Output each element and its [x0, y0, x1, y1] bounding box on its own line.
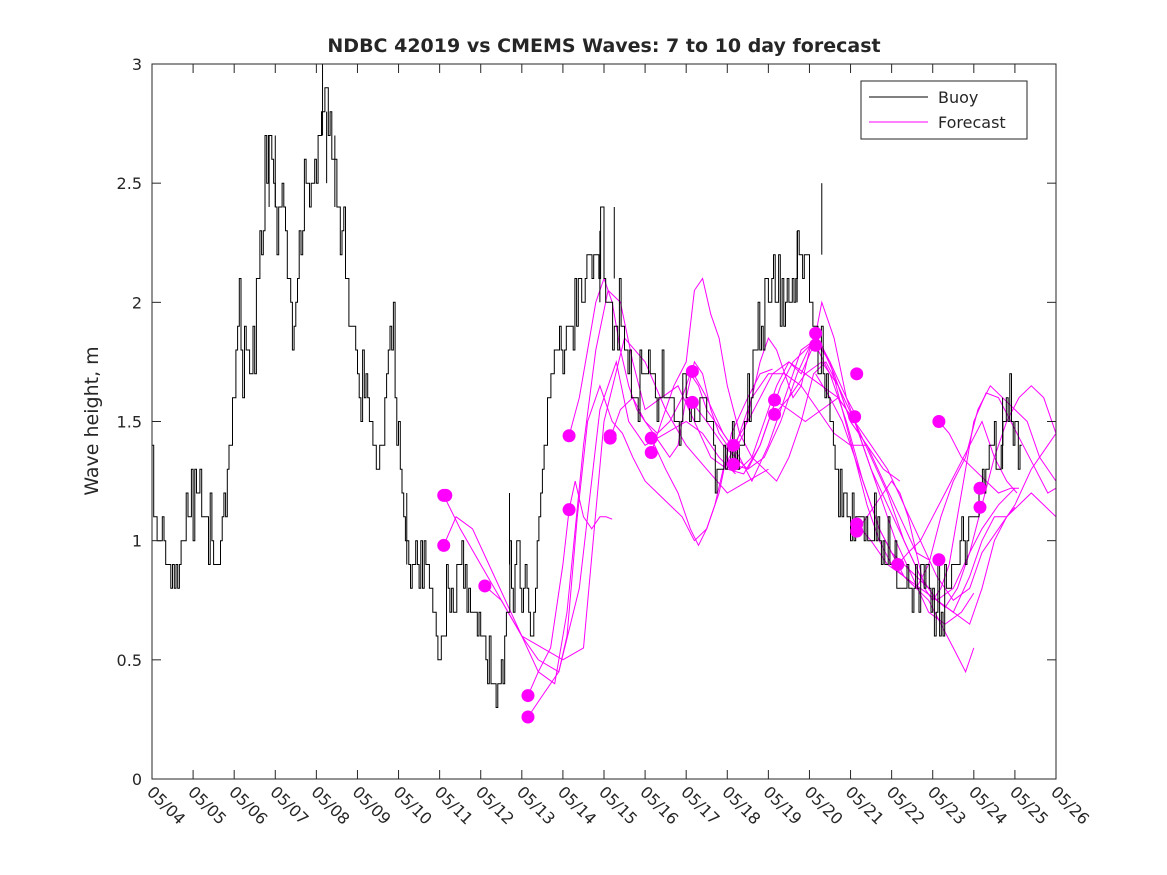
forecast-start-marker	[521, 689, 535, 703]
forecast-start-marker	[603, 429, 617, 443]
forecast-line	[938, 421, 1019, 494]
y-tick-label: 0.5	[117, 651, 142, 670]
y-tick-label: 2	[132, 293, 142, 312]
y-axis-ticks: 0 0.5 1 1.5 2 2.5 3	[117, 55, 1056, 789]
legend-box	[860, 80, 1028, 140]
forecast-line	[650, 277, 860, 482]
y-axis-label: Wave height, m	[81, 346, 103, 495]
forecast-start-marker	[932, 553, 946, 567]
forecast-start-marker	[809, 326, 823, 340]
y-tick-label: 0	[132, 770, 142, 789]
legend: Buoy Forecast	[860, 80, 1028, 140]
forecast-line	[443, 360, 736, 673]
forecast-line	[897, 420, 1018, 565]
y-tick-label: 1.5	[117, 413, 142, 432]
forecast-start-marker	[685, 364, 699, 378]
forecast-start-marker	[848, 410, 862, 424]
legend-forecast-label: Forecast	[938, 113, 1006, 132]
forecast-start-marker	[973, 481, 987, 495]
forecast-start-marker	[644, 445, 658, 459]
forecast-start-marker	[685, 395, 699, 409]
y-tick-label: 1	[132, 532, 142, 551]
forecast-start-marker	[439, 488, 453, 502]
forecast-start-marker	[726, 438, 740, 452]
forecast-start-marker	[768, 407, 782, 421]
forecast-start-marker	[644, 431, 658, 445]
forecast-start-marker	[521, 710, 535, 724]
forecast-line	[443, 337, 769, 661]
y-tick-label: 3	[132, 55, 142, 74]
legend-buoy-label: Buoy	[938, 88, 978, 107]
forecast-start-marker	[932, 415, 946, 428]
forecast-start-marker	[809, 338, 823, 352]
forecast-start-marker	[891, 558, 905, 571]
forecast-start-marker	[562, 503, 576, 517]
forecast-start-marker	[726, 457, 740, 471]
chart-title: NDBC 42019 vs CMEMS Waves: 7 to 10 day f…	[327, 35, 880, 57]
series-group	[152, 64, 1056, 724]
y-tick-label: 2.5	[117, 174, 142, 193]
forecast-start-marker	[562, 429, 576, 443]
forecast-start-marker	[437, 538, 451, 552]
forecast-start-marker	[850, 367, 864, 381]
plot-area	[151, 63, 1057, 780]
forecast-line	[527, 480, 613, 696]
forecast-start-marker	[478, 579, 492, 593]
forecast-start-marker	[973, 500, 987, 514]
forecast-start-marker	[768, 393, 782, 407]
forecast-start-marker	[850, 524, 864, 538]
buoy-line	[152, 87, 1022, 708]
